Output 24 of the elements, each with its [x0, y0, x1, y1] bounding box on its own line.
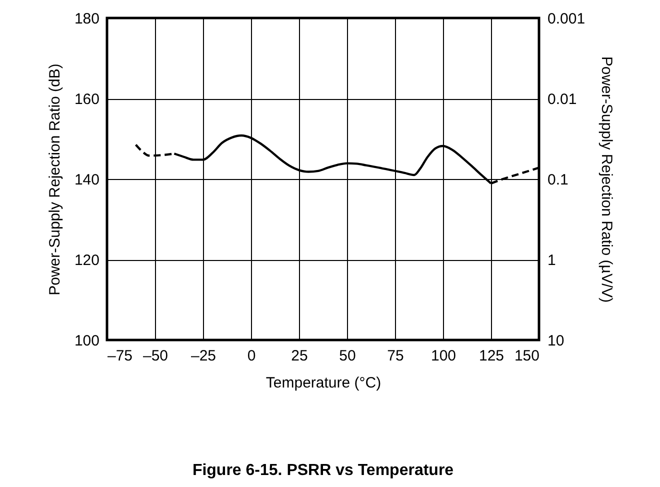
x-tick-label: –25 — [190, 348, 216, 364]
x-tick-label: 25 — [291, 348, 308, 364]
x-tick-label: 0 — [247, 348, 256, 364]
x-tick-label: 75 — [387, 348, 404, 364]
y2-axis-title: Power-Supply Rejection Ratio (µV/V) — [598, 56, 616, 303]
x-tick-label: 150 — [514, 348, 540, 364]
y2-tick-label: 0.1 — [548, 172, 568, 188]
x-axis-title: Temperature (°C) — [266, 374, 382, 392]
y-tick-label: 100 — [74, 332, 100, 350]
x-tick-label: 50 — [339, 348, 356, 364]
y2-tick-label: 0.01 — [548, 91, 577, 108]
y-tick-label: 180 — [74, 10, 100, 28]
x-tick-label: 125 — [478, 348, 504, 364]
x-tick-label: 100 — [430, 348, 456, 364]
text: Figure 6-15. PSRR vs Temperature — [192, 462, 454, 479]
y2-tick-label: 0.001 — [548, 10, 586, 28]
y-tick-label: 160 — [74, 91, 100, 108]
y-axis-title: Power-Supply Rejection Ratio (dB) — [46, 64, 64, 296]
x-tick-label: –50 — [142, 348, 168, 364]
y-tick-label: 140 — [74, 172, 100, 188]
y-tick-label: 120 — [74, 252, 100, 269]
y2-tick-label: 1 — [548, 252, 556, 269]
y2-tick-label: 10 — [548, 332, 564, 350]
x-tick-label: –75 — [108, 348, 133, 364]
